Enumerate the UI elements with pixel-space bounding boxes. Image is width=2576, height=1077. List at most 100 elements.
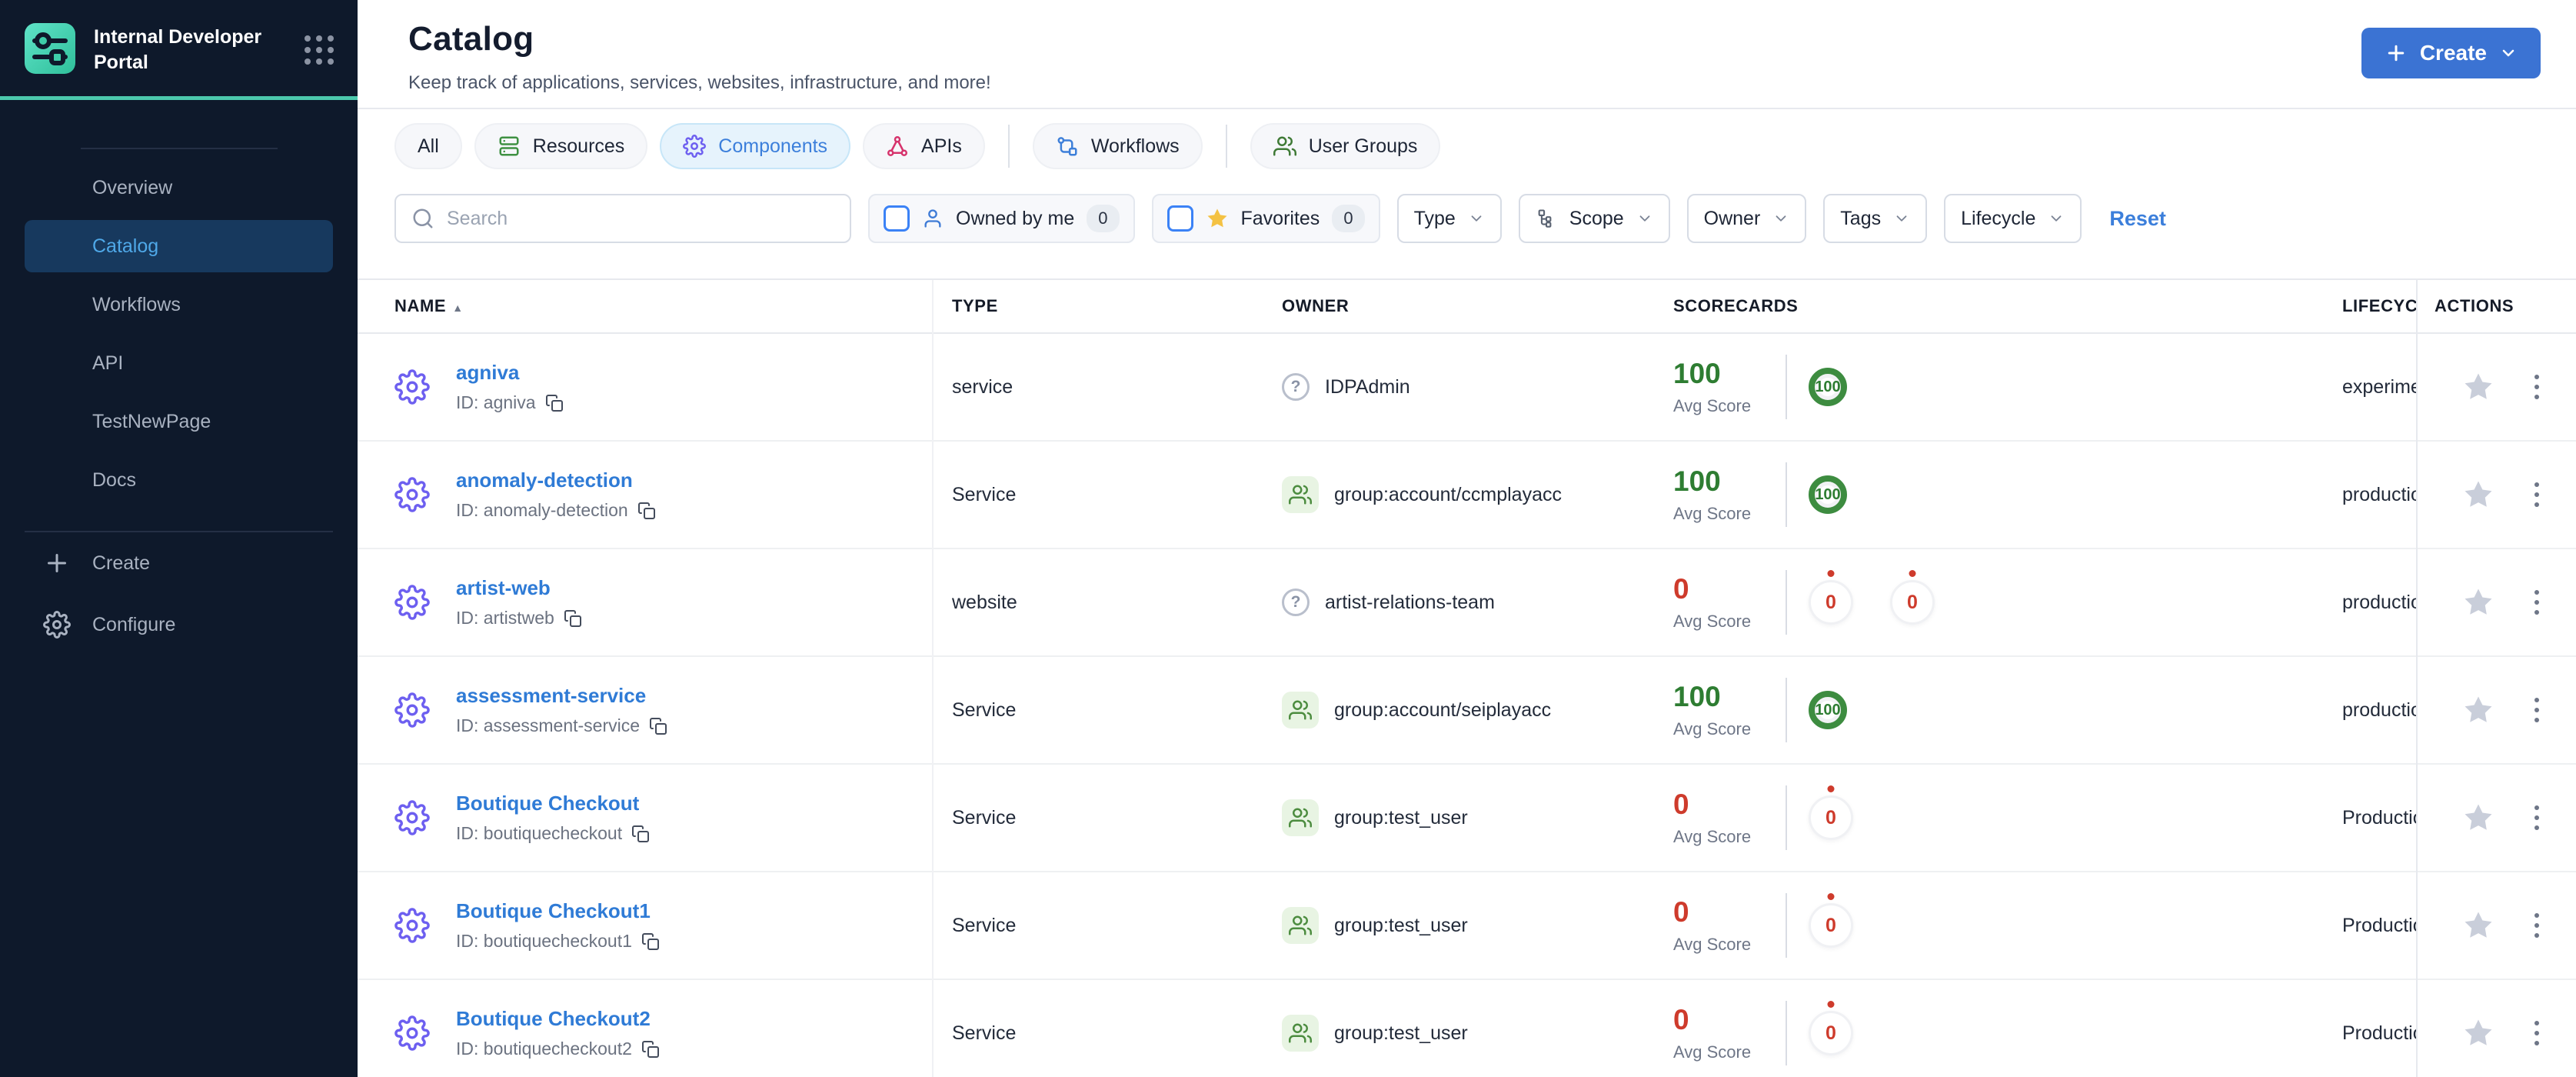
copy-icon[interactable]	[637, 502, 656, 520]
chevron-down-icon	[1639, 215, 1650, 222]
favorite-star-icon[interactable]	[2462, 909, 2494, 942]
copy-icon[interactable]	[564, 609, 582, 628]
tags-dropdown[interactable]: Tags	[1823, 194, 1928, 243]
favorites-checkbox[interactable]	[1167, 205, 1193, 232]
entity-id: ID: agniva	[456, 392, 536, 412]
catalog-table: NAME▲ TYPE OWNER SCORECARDS LIFECYCLE AC…	[358, 278, 2576, 1077]
table-row: Boutique Checkout ID: boutiquecheckout S…	[358, 765, 2576, 872]
tab-all[interactable]: All	[394, 123, 462, 169]
create-button[interactable]: Create	[2361, 28, 2541, 78]
component-gear-icon	[394, 908, 430, 943]
component-gear-icon	[394, 692, 430, 728]
sidebar-item-overview[interactable]: Overview	[92, 176, 173, 198]
score-divider	[1786, 462, 1787, 527]
owner-name: group:account/seiplayacc	[1334, 699, 1552, 721]
table-header: NAME▲ TYPE OWNER SCORECARDS LIFECYCLE AC…	[358, 280, 2576, 334]
search-input[interactable]	[447, 207, 834, 230]
tab-resources[interactable]: Resources	[474, 123, 648, 169]
copy-icon[interactable]	[641, 932, 660, 951]
favorite-star-icon[interactable]	[2462, 586, 2494, 619]
copy-icon[interactable]	[641, 1040, 660, 1059]
tab-divider	[1007, 125, 1010, 168]
row-menu-icon[interactable]	[2530, 585, 2544, 619]
entity-name-link[interactable]: agniva	[456, 361, 520, 384]
avg-score-label: Avg Score	[1673, 935, 1752, 954]
favorites-filter[interactable]: Favorites 0	[1151, 194, 1380, 243]
entity-name-link[interactable]: anomaly-detection	[456, 468, 633, 492]
row-menu-icon[interactable]	[2530, 478, 2544, 512]
search-box[interactable]	[394, 194, 851, 243]
user-icon	[924, 209, 941, 228]
row-menu-icon[interactable]	[2530, 909, 2544, 942]
owned-by-me-checkbox[interactable]	[884, 205, 910, 232]
sidebar-item-docs[interactable]: Docs	[92, 468, 136, 491]
score-divider	[1786, 785, 1787, 850]
lifecycle-dropdown[interactable]: Lifecycle	[1944, 194, 2082, 243]
entity-type: Service	[952, 806, 1017, 829]
column-header-scorecards: SCORECARDS	[1673, 296, 1799, 315]
group-owner-icon	[1282, 907, 1319, 944]
entity-id: ID: boutiquecheckout	[456, 823, 623, 843]
column-header-actions: ACTIONS	[2435, 296, 2514, 315]
component-gear-icon	[394, 800, 430, 835]
favorite-star-icon[interactable]	[2462, 694, 2494, 726]
star-icon	[1207, 208, 1226, 228]
scorecard-circles: 0	[1809, 903, 1853, 948]
table-row: anomaly-detection ID: anomaly-detection …	[358, 442, 2576, 549]
favorite-star-icon[interactable]	[2462, 1017, 2494, 1049]
scope-tree-icon	[1538, 209, 1552, 228]
apis-icon	[887, 135, 908, 157]
tab-user-groups[interactable]: User Groups	[1250, 123, 1441, 169]
favorite-star-icon[interactable]	[2462, 371, 2494, 403]
sidebar-item-testnewpage[interactable]: TestNewPage	[92, 410, 211, 432]
sidebar-item-workflows[interactable]: Workflows	[92, 293, 181, 315]
sidebar-item-api[interactable]: API	[92, 352, 124, 374]
entity-id: ID: boutiquecheckout2	[456, 1039, 632, 1059]
owned-by-me-filter[interactable]: Owned by me 0	[868, 194, 1135, 243]
table-row: artist-web ID: artistweb website ? artis…	[358, 549, 2576, 657]
entity-id: ID: boutiquecheckout1	[456, 931, 632, 951]
avg-score-value: 0	[1673, 896, 1689, 928]
copy-icon[interactable]	[631, 825, 650, 843]
tab-workflows[interactable]: Workflows	[1032, 123, 1203, 169]
score-divider	[1786, 355, 1787, 419]
row-menu-icon[interactable]	[2530, 693, 2544, 727]
group-owner-icon	[1282, 476, 1319, 513]
row-menu-icon[interactable]	[2530, 801, 2544, 835]
entity-type: Service	[952, 1022, 1017, 1044]
entity-name-link[interactable]: Boutique Checkout	[456, 792, 640, 815]
entity-type: website	[952, 591, 1017, 613]
search-icon	[413, 208, 433, 228]
copy-icon[interactable]	[545, 394, 564, 412]
sidebar-configure-button[interactable]: Configure	[0, 594, 358, 655]
avg-score-label: Avg Score	[1673, 827, 1752, 846]
favorite-star-icon[interactable]	[2462, 478, 2494, 511]
entity-name-link[interactable]: artist-web	[456, 576, 551, 599]
entity-name-link[interactable]: Boutique Checkout2	[456, 1007, 651, 1030]
reset-filters-link[interactable]: Reset	[2109, 206, 2166, 230]
avg-score-value: 0	[1673, 1004, 1689, 1035]
scorecard-circle: 0	[1809, 580, 1853, 625]
plus-icon	[2388, 45, 2405, 62]
type-dropdown[interactable]: Type	[1396, 194, 1502, 243]
avg-score-label: Avg Score	[1673, 504, 1752, 523]
avg-score-label: Avg Score	[1673, 612, 1752, 631]
sidebar-create-button[interactable]: Create	[0, 532, 358, 594]
entity-name-link[interactable]: assessment-service	[456, 684, 647, 707]
owner-dropdown[interactable]: Owner	[1686, 194, 1807, 243]
app-title: Internal Developer Portal	[94, 26, 262, 73]
row-menu-icon[interactable]	[2530, 370, 2544, 404]
sidebar-item-catalog[interactable]: Catalog	[25, 220, 333, 272]
row-menu-icon[interactable]	[2530, 1016, 2544, 1050]
avg-score-value: 0	[1673, 573, 1689, 605]
column-header-name[interactable]: NAME ▲	[394, 296, 464, 315]
chevron-down-icon	[1896, 215, 1907, 222]
scope-dropdown[interactable]: Scope	[1518, 194, 1670, 243]
owner-name: group:test_user	[1334, 1022, 1468, 1044]
tab-components[interactable]: Components	[660, 123, 851, 169]
favorite-star-icon[interactable]	[2462, 802, 2494, 834]
tab-apis[interactable]: APIs	[863, 123, 985, 169]
copy-icon[interactable]	[649, 717, 667, 735]
apps-grid-icon[interactable]	[305, 35, 334, 65]
entity-name-link[interactable]: Boutique Checkout1	[456, 899, 651, 922]
